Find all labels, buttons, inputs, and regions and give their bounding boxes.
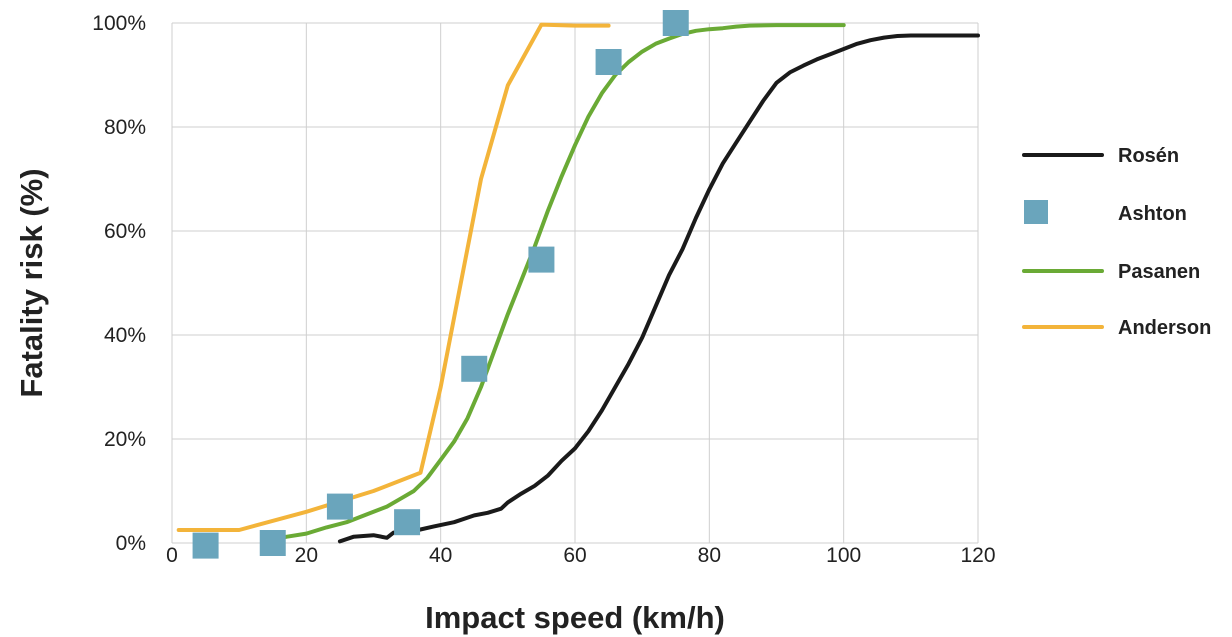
pasanen-series-line xyxy=(270,23,846,543)
x-tick-label: 100 xyxy=(826,544,861,567)
ashton-data-point xyxy=(192,532,219,559)
legend-label-pasanen: Pasanen xyxy=(1118,261,1200,283)
gridlines xyxy=(171,22,979,544)
y-tick-label: 20% xyxy=(104,428,146,451)
ashton-data-point xyxy=(595,49,622,75)
x-tick-label: 120 xyxy=(960,544,995,567)
ashton-data-point xyxy=(662,10,689,36)
y-axis-ticks: 0% 20% 40% 60% 80% 100% xyxy=(92,12,146,555)
ashton-data-point xyxy=(528,246,555,273)
x-tick-label: 80 xyxy=(698,544,721,567)
y-axis-title: Fatality risk (%) xyxy=(14,168,49,397)
anderson-series-line xyxy=(176,22,611,532)
y-tick-label: 100% xyxy=(92,12,146,35)
legend-swatch-ashton xyxy=(1024,200,1048,224)
ashton-data-point xyxy=(326,493,353,520)
y-tick-label: 60% xyxy=(104,220,146,243)
rosen-series-line xyxy=(337,33,980,544)
x-axis-title: Impact speed (km/h) xyxy=(425,600,725,635)
legend-label-ashton: Ashton xyxy=(1118,203,1187,225)
y-tick-label: 80% xyxy=(104,116,146,139)
x-axis-ticks: 0 20 40 60 80 100 120 xyxy=(166,544,995,567)
plot-area xyxy=(176,10,980,559)
ashton-data-point xyxy=(259,530,286,556)
ashton-data-point xyxy=(461,355,488,382)
ashton-data-point xyxy=(394,509,421,536)
y-tick-label: 0% xyxy=(116,532,146,555)
x-tick-label: 0 xyxy=(166,544,178,567)
legend-label-anderson: Anderson xyxy=(1118,317,1211,339)
x-tick-label: 20 xyxy=(295,544,318,567)
legend: Rosén Ashton Pasanen Anderson xyxy=(1022,145,1211,339)
legend-label-rosen: Rosén xyxy=(1118,145,1179,167)
y-tick-label: 40% xyxy=(104,324,146,347)
x-tick-label: 60 xyxy=(563,544,586,567)
x-tick-label: 40 xyxy=(429,544,452,567)
